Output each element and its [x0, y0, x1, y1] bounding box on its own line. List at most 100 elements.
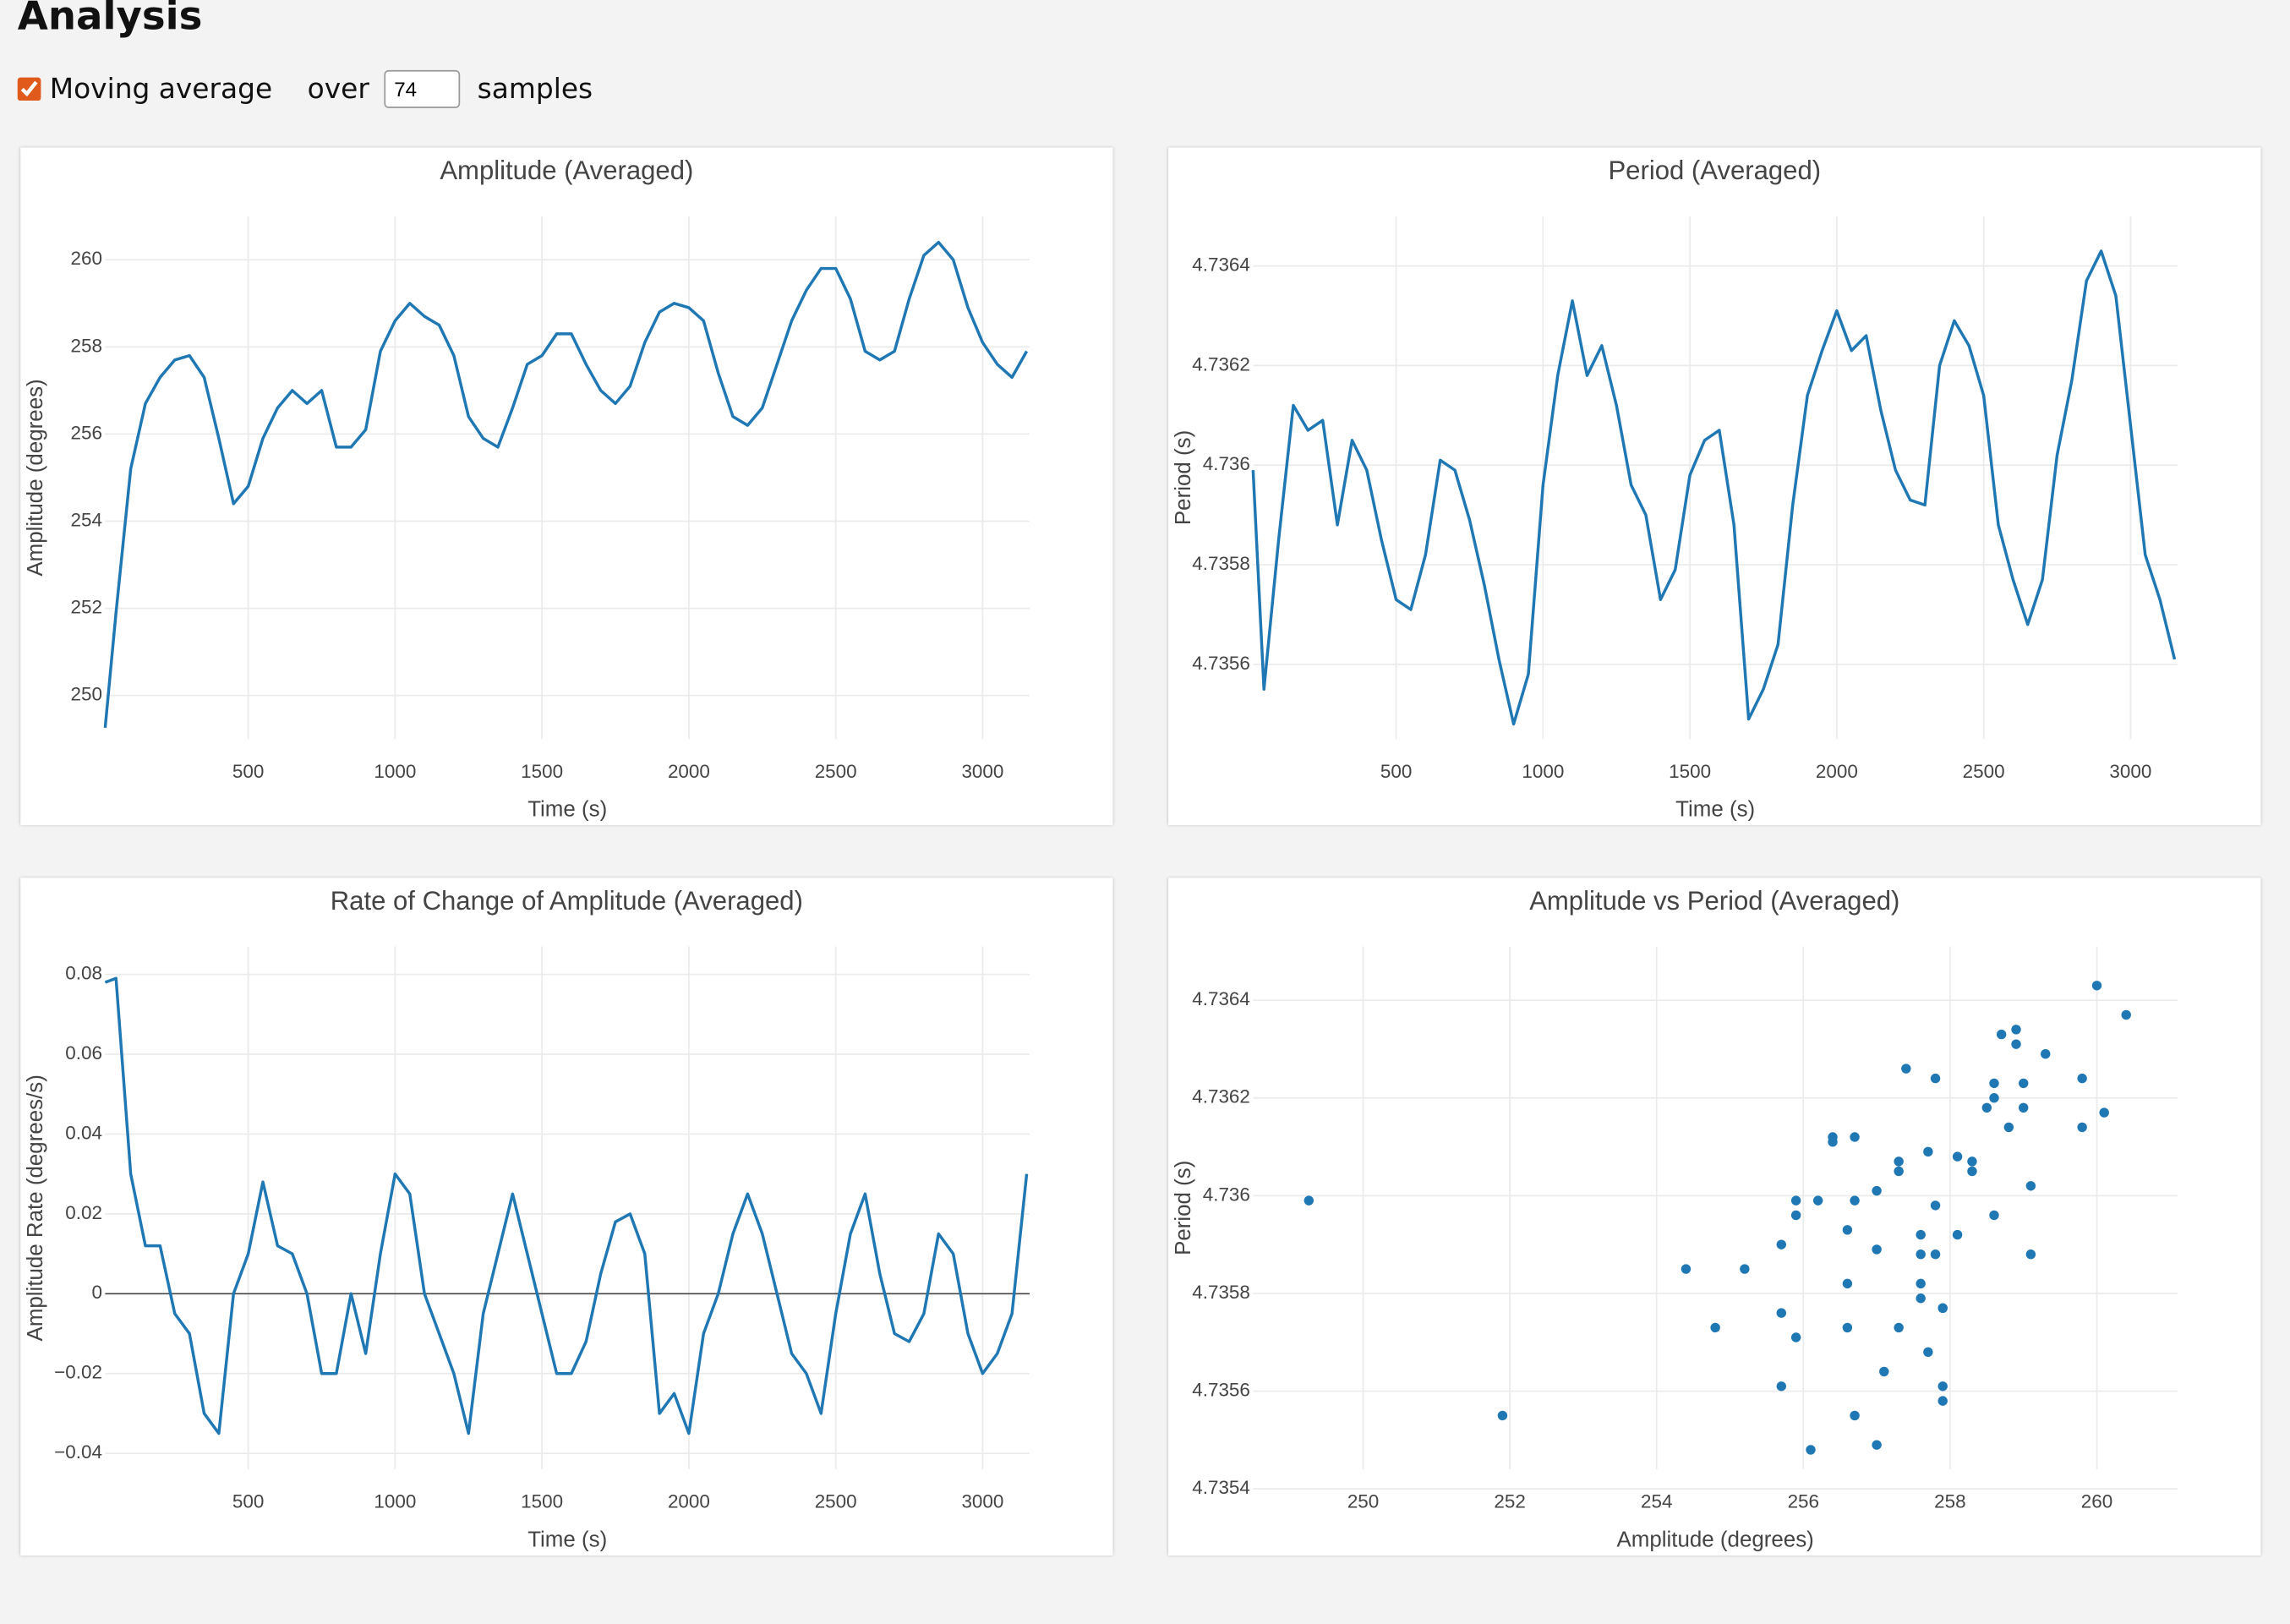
x-tick-label: 500 — [1380, 761, 1412, 782]
y-tick-label: 254 — [71, 509, 102, 530]
data-point — [1681, 1264, 1692, 1274]
y-tick-label: 4.736 — [1203, 1184, 1250, 1205]
data-point — [1872, 1185, 1882, 1196]
data-point — [1930, 1200, 1941, 1211]
data-point — [1850, 1132, 1860, 1142]
moving-average-label[interactable]: Moving average — [49, 73, 273, 106]
x-tick-label: 2500 — [1963, 761, 2005, 782]
data-point — [1996, 1029, 2007, 1040]
data-point — [1812, 1195, 1823, 1206]
x-tick-label: 500 — [232, 1491, 264, 1512]
x-tick-label: 1000 — [374, 1491, 416, 1512]
data-point — [2003, 1122, 2014, 1133]
x-tick-label: 3000 — [2109, 761, 2151, 782]
x-tick-label: 2500 — [815, 761, 857, 782]
x-tick-label: 2500 — [815, 1491, 857, 1512]
x-tick-label: 1500 — [521, 761, 563, 782]
y-tick-label: −0.02 — [54, 1362, 102, 1383]
y-tick-label: 4.7354 — [1192, 1477, 1250, 1498]
y-tick-label: 252 — [71, 597, 102, 618]
data-point — [1901, 1064, 1911, 1074]
data-point — [1952, 1229, 1963, 1240]
data-point — [1790, 1195, 1801, 1206]
data-line — [104, 976, 1029, 1435]
window-input[interactable] — [384, 69, 460, 108]
controls: Moving average over samples — [17, 66, 593, 112]
data-point — [1989, 1210, 1999, 1221]
x-axis-label: Time (s) — [1675, 798, 1755, 822]
data-point — [1740, 1264, 1750, 1274]
x-tick-label: 500 — [232, 761, 264, 782]
data-point — [1952, 1151, 1963, 1162]
data-point — [2011, 1025, 2021, 1035]
data-point — [1894, 1156, 1904, 1167]
data-point — [1850, 1410, 1860, 1421]
y-tick-label: 4.7364 — [1192, 254, 1250, 276]
chart-title: Period (Averaged) — [1608, 156, 1821, 185]
x-tick-label: 1500 — [1669, 761, 1711, 782]
moving-average-checkbox[interactable] — [17, 77, 41, 101]
data-point — [1879, 1366, 1889, 1377]
data-point — [1303, 1195, 1314, 1206]
y-tick-label: 0.04 — [65, 1122, 102, 1143]
y-tick-label: 4.7356 — [1192, 1379, 1250, 1400]
data-point — [1828, 1137, 1838, 1147]
y-tick-label: 4.7364 — [1192, 988, 1250, 1009]
data-point — [1842, 1278, 1853, 1289]
y-tick-label: 4.7362 — [1192, 1086, 1250, 1107]
x-tick-label: 258 — [1934, 1491, 1965, 1512]
data-point — [1790, 1210, 1801, 1221]
data-point — [2091, 981, 2102, 991]
data-point — [1967, 1166, 1977, 1177]
data-point — [1850, 1195, 1860, 1206]
x-tick-label: 2000 — [668, 761, 710, 782]
x-tick-label: 2000 — [1816, 761, 1858, 782]
x-tick-label: 1000 — [374, 761, 416, 782]
data-point — [1894, 1166, 1904, 1177]
data-point — [1930, 1249, 1941, 1260]
data-line — [1251, 249, 2177, 726]
data-line — [103, 240, 1029, 728]
chart: 500 1000 1500 2000 2500 3000 250 252 254 256 258 26… — [24, 156, 1030, 822]
y-axis-label: Amplitude Rate (degrees/s) — [24, 1074, 47, 1341]
x-tick-label: 3000 — [961, 761, 1003, 782]
x-tick-label: 250 — [1347, 1491, 1379, 1512]
y-tick-label: 260 — [71, 248, 102, 269]
data-point — [1989, 1078, 1999, 1089]
chart: 250 252 254 256 258 260 4.7354 4.7356 4.7358 4.73… — [1172, 886, 2178, 1552]
data-point — [2041, 1049, 2051, 1059]
y-tick-label: 256 — [71, 422, 102, 443]
y-tick-label: −0.04 — [54, 1441, 102, 1463]
chart-title: Rate of Change of Amplitude (Averaged) — [331, 886, 803, 916]
x-tick-label: 254 — [1641, 1491, 1672, 1512]
data-point — [1916, 1249, 1926, 1260]
y-tick-label: 4.7358 — [1192, 1282, 1250, 1303]
samples-label: samples — [477, 73, 593, 106]
chart: 500 1000 1500 2000 2500 3000 4.7356 4.7358 4.736… — [1172, 156, 2178, 822]
data-point — [1916, 1278, 1926, 1289]
data-point — [1916, 1229, 1926, 1240]
data-point — [2011, 1039, 2021, 1049]
chart-panel: 500 1000 1500 2000 2500 3000 250 252 254 256 258 26… — [20, 147, 1113, 826]
data-point — [1923, 1347, 1933, 1358]
y-tick-label: 258 — [71, 335, 102, 356]
y-tick-label: 4.7358 — [1192, 553, 1250, 574]
x-tick-label: 260 — [2081, 1491, 2112, 1512]
data-point — [1806, 1445, 1816, 1455]
data-point — [2099, 1107, 2109, 1118]
data-point — [1776, 1381, 1786, 1392]
y-tick-label: 250 — [71, 684, 102, 705]
x-tick-label: 256 — [1788, 1491, 1819, 1512]
y-tick-label: 4.7356 — [1192, 653, 1250, 674]
data-point — [1916, 1293, 1926, 1304]
data-point — [1842, 1322, 1853, 1333]
chart-panel: 500 1000 1500 2000 2500 3000 4.7356 4.7358 4.736… — [1168, 147, 2261, 826]
data-point — [1937, 1303, 1948, 1313]
data-point — [1937, 1396, 1948, 1406]
data-point — [1776, 1308, 1786, 1318]
chart-title: Amplitude vs Period (Averaged) — [1529, 886, 1899, 916]
x-tick-label: 3000 — [961, 1491, 1003, 1512]
y-axis-label: Period (s) — [1172, 1161, 1195, 1255]
data-point — [2077, 1122, 2087, 1133]
